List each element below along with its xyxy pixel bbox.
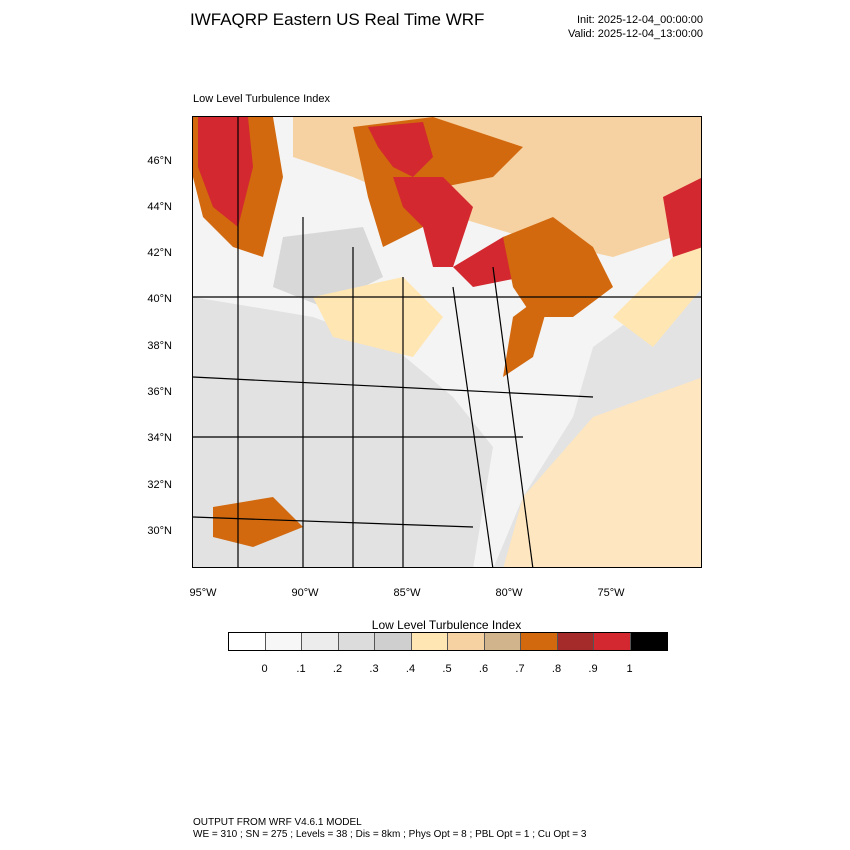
legend-swatch (484, 633, 521, 650)
legend-swatch (448, 633, 485, 650)
legend-swatch (338, 633, 375, 650)
panel-label: Low Level Turbulence Index (193, 93, 330, 105)
legend-swatch (265, 633, 302, 650)
legend-tick-label: .2 (332, 663, 343, 675)
turbulence-map (192, 116, 702, 568)
legend-tick-label: .7 (515, 663, 525, 675)
lat-label-34: 34°N (147, 432, 172, 444)
lon-label-75: 75°W (597, 587, 625, 599)
michigan-red (393, 177, 473, 267)
legend-tick-label: .8 (551, 663, 562, 675)
legend-title: Low Level Turbulence Index (371, 618, 522, 632)
lat-label-40: 40°N (147, 293, 172, 305)
lat-label-38: 38°N (147, 340, 172, 352)
superior-red (368, 122, 433, 177)
ocean-tan (503, 377, 701, 567)
lon-label-85: 85°W (393, 587, 421, 599)
lat-label-44: 44°N (147, 201, 172, 213)
lat-label-32: 32°N (147, 479, 172, 491)
valid-time: Valid: 2025-12-04_13:00:00 (568, 28, 703, 40)
west-red (198, 117, 253, 227)
legend-tick-label: 1 (626, 663, 633, 675)
legend-tick-label: .9 (588, 663, 598, 675)
new-england-red (663, 178, 701, 257)
legend-tick-label: .3 (369, 663, 379, 675)
legend-swatch (229, 633, 266, 650)
lat-label-42: 42°N (147, 247, 172, 259)
legend-swatch (302, 633, 339, 650)
legend-swatch (557, 633, 594, 650)
footer-model-config: WE = 310 ; SN = 275 ; Levels = 38 ; Dis … (193, 829, 587, 840)
legend-colorbar (228, 632, 668, 651)
pa-orange (503, 217, 613, 317)
legend-swatch (521, 633, 558, 650)
main-title: IWFAQRP Eastern US Real Time WRF (190, 10, 485, 29)
map-canvas (193, 117, 701, 567)
state-borders (193, 117, 701, 567)
gulf-orange (213, 497, 303, 547)
legend-tick-label: 0 (261, 663, 268, 675)
lat-label-30: 30°N (147, 525, 172, 537)
legend-swatch (630, 633, 667, 650)
footer-model-version: OUTPUT FROM WRF V4.6.1 MODEL (193, 817, 362, 828)
legend-tick-label: .4 (405, 663, 416, 675)
legend-swatch (594, 633, 631, 650)
init-time: Init: 2025-12-04_00:00:00 (577, 14, 703, 26)
ocean-tan-north (613, 229, 701, 347)
legend-tick-label: .1 (296, 663, 306, 675)
lat-label-46: 46°N (147, 155, 172, 167)
legend-tick-label: .5 (442, 663, 452, 675)
appalachian-orange (503, 287, 553, 377)
legend-swatch (375, 633, 412, 650)
lon-label-80: 80°W (495, 587, 523, 599)
legend-tick-label: .6 (478, 663, 489, 675)
lat-label-36: 36°N (147, 386, 172, 398)
lon-label-90: 90°W (291, 587, 319, 599)
lon-label-95: 95°W (189, 587, 217, 599)
gray-region-iowa (273, 227, 383, 307)
legend-swatch (411, 633, 448, 650)
